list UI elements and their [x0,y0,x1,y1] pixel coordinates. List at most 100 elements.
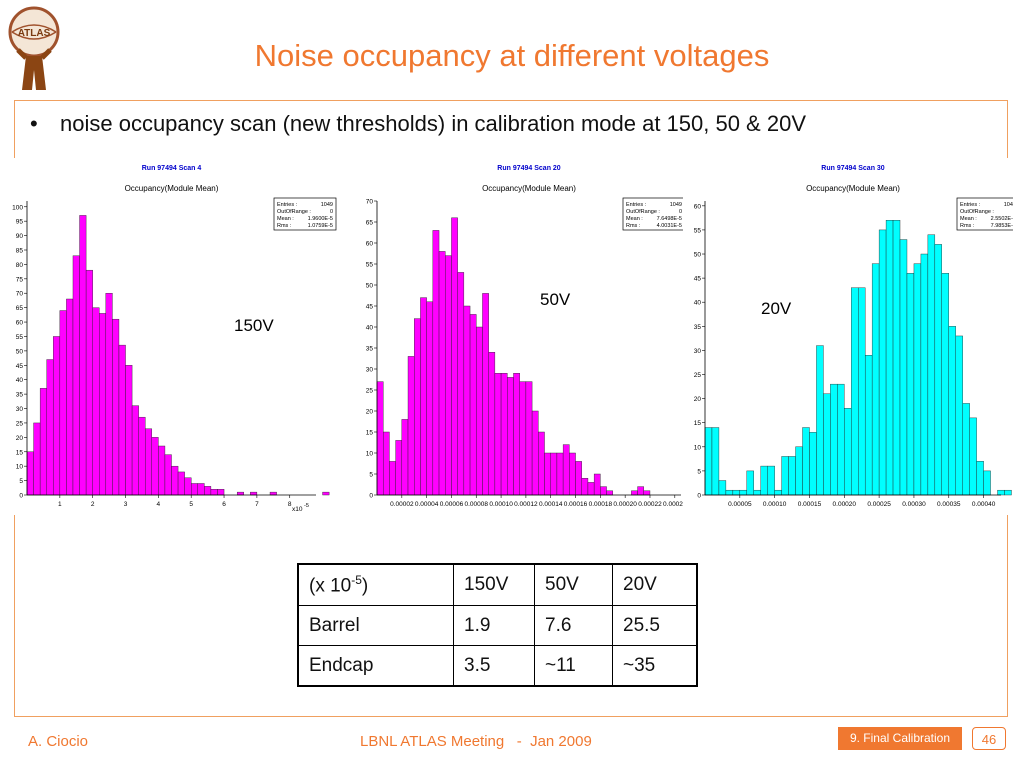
histogram-bar [955,335,963,496]
y-tick-label: 70 [366,199,374,206]
histogram-bar [426,301,434,496]
histogram-bar [79,215,87,496]
histogram-bar [210,489,218,496]
stats-value: 0 [679,209,682,215]
table-cell: 25.5 [612,605,698,646]
histogram-bar [927,234,936,496]
run-title: Run 97494 Scan 4 [142,165,202,172]
y-tick-label: 90 [16,233,24,240]
footer-author: A. Ciocio [28,733,89,750]
frame-top [14,100,1008,101]
x-tick-label: 6 [222,501,226,508]
histogram-bar [976,461,984,496]
table-row: Barrel 1.9 7.6 25.5 [297,605,698,646]
histogram-bar [191,483,198,496]
y-tick-label: 25 [694,372,702,379]
y-tick-label: 75 [16,276,24,283]
histogram-bar [445,255,452,496]
y-tick-label: 10 [694,444,702,451]
histogram-bar [795,446,803,496]
x-tick-label: 0.00010 [763,501,787,508]
histogram-bar [941,273,949,496]
stats-key: Entries : [277,202,298,208]
stats-key: OutOfRange : [960,209,994,215]
histogram-bar [376,381,384,496]
histogram-bar [920,253,929,496]
logo-text: ATLAS [18,28,51,39]
table-cell: ~11 [534,645,613,687]
histogram-bar [637,486,644,496]
stats-key: Mean : [626,216,643,222]
histogram-bar [851,287,859,496]
histogram-bar [538,431,545,496]
stats-key: Rms : [626,223,641,229]
atlas-logo: ATLAS [4,4,64,92]
histogram-bar [395,440,403,496]
y-tick-label: 65 [366,220,374,227]
voltage-label-150v: 150V [234,316,274,335]
x-tick-label: 0.00004 [415,501,439,508]
histogram-bar [948,326,956,496]
histogram-150v-svg: Run 97494 Scan 4 Occupancy(Module Mean) 0 5… [12,165,337,513]
y-tick-label: 50 [366,283,374,290]
x-tick-label: 0.00020 [833,501,857,508]
x-tick-label: 3 [124,501,128,508]
y-tick-label: 65 [16,305,24,312]
stats-value: 2.5502E-4 [991,216,1013,222]
row-label-barrel: Barrel [297,605,454,646]
y-tick-label: 10 [16,464,24,471]
histogram-bar [643,490,651,496]
y-tick-label: 10 [366,451,374,458]
x-tick-label: 8 [288,501,292,508]
table-cell: 7.6 [534,605,613,646]
bullet-dot: • [30,111,38,136]
histogram-bar [171,465,179,496]
histogram-50v: Run 97494 Scan 20 Occupancy(Module Mean) 0… [340,158,688,515]
x-tick-label: 0.00006 [440,501,464,508]
histogram-50v-svg: Run 97494 Scan 20 Occupancy(Module Mean) 0… [366,165,687,508]
histogram-bar [151,437,159,496]
table-header-50v: 50V [534,563,613,606]
x-tick-label: 1 [58,501,62,508]
histogram-bar [871,263,880,496]
y-tick-label: 25 [16,420,24,427]
histogram-bar [197,483,205,496]
histogram-bar [753,489,761,496]
histogram-bar [66,298,74,496]
histogram-bar [519,381,527,496]
y-tick-label: 0 [697,493,701,500]
x-tick-label: 0.00002 [390,501,414,508]
y-tick-label: 30 [694,348,702,355]
y-tick-label: 80 [16,262,24,269]
slide-title: Noise occupancy at different voltages [254,38,770,73]
y-tick-label: 85 [16,248,24,255]
stats-value: 1.0759E-5 [308,223,333,229]
y-tick-label: 60 [366,241,374,248]
y-tick-label: 20 [16,435,24,442]
histogram-bar [556,452,564,496]
voltage-label-20v: 20V [761,299,792,318]
histogram-bar [760,465,768,496]
histogram-bar [85,269,93,496]
occupancy-table: (x 10-5) 150V 50V 20V Barrel 1.9 7.6 25.… [297,563,698,687]
histogram-bar [482,293,489,496]
x-tick-label: 5 [189,501,193,508]
histogram-bar [593,473,601,496]
table-header-unit: (x 10-5) [297,563,454,606]
x-tick-label: 0.00012 [514,501,538,508]
x-tick-label: 0.00024 [663,501,687,508]
table-cell: ~35 [612,645,698,687]
y-tick-label: 30 [16,406,24,413]
histogram-bar [99,313,107,496]
y-tick-label: 55 [16,334,24,341]
histogram-bar [718,480,727,496]
footer-meeting: LBNL ATLAS Meeting - Jan 2009 [360,733,592,750]
histogram-bar [767,465,775,496]
histogram-bar [184,477,192,496]
histogram-bar [401,419,409,496]
x-multiplier: x10 [292,506,303,513]
y-tick-label: 30 [366,367,374,374]
histogram-bar [581,478,589,496]
run-title: Run 97494 Scan 30 [821,165,885,172]
histogram-bar [420,297,427,496]
